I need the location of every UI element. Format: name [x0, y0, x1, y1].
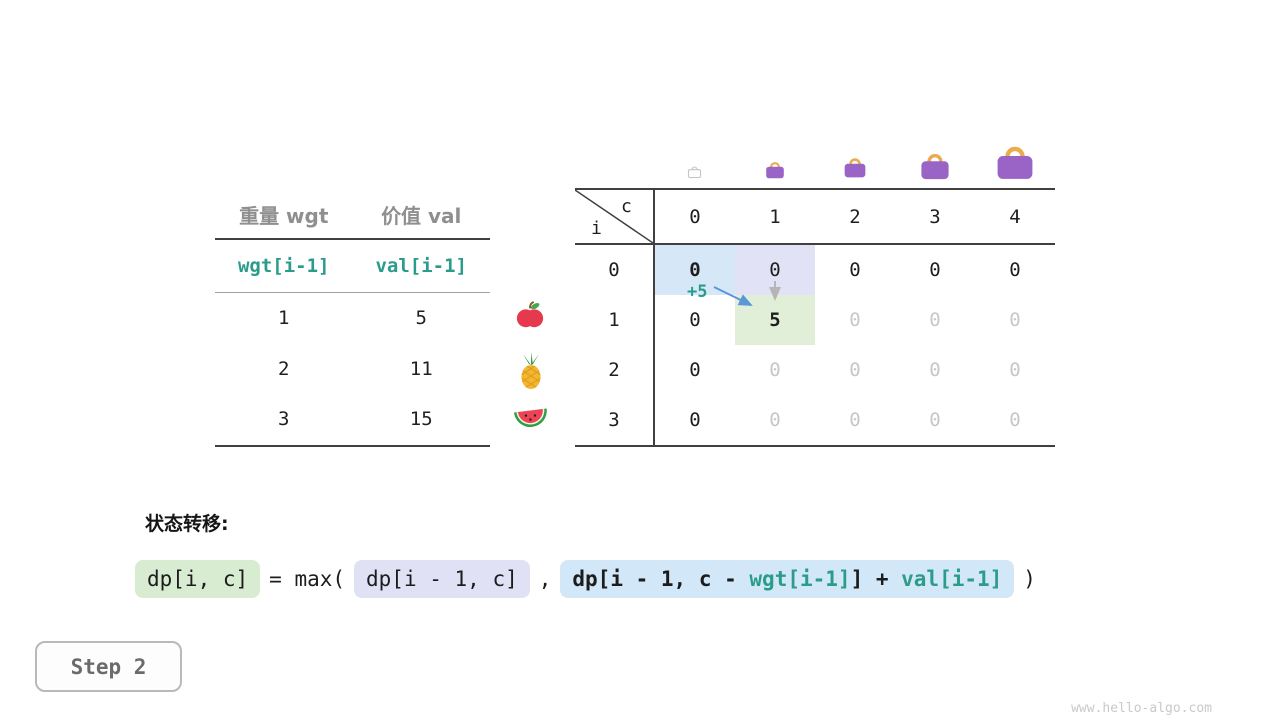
item-value: 11 — [409, 357, 433, 380]
dp-col-header: 2 — [849, 205, 861, 228]
dp-cell: 0 — [689, 409, 701, 431]
col-var-label: c — [621, 196, 632, 217]
formula-eq-max: = max( — [269, 567, 346, 591]
items-table-header-row: 重量 wgt 价值 val — [215, 190, 490, 240]
transfer-heading: 状态转移: — [145, 513, 229, 535]
dp-row: 0 0 0 0 0 0 — [575, 245, 1055, 295]
dp-cell: 0 — [929, 259, 941, 281]
formula-comma: , — [538, 567, 552, 591]
formula-option2-chip: dp[i - 1, c - wgt[i-1]] + val[i-1] — [560, 560, 1015, 598]
formula-close-paren: ) — [1023, 567, 1036, 591]
dp-cell: 0 — [769, 409, 781, 431]
transfer-annotation: +5 — [687, 282, 708, 302]
formula-option1-chip: dp[i - 1, c] — [354, 560, 530, 598]
wgt-var-label: wgt[i-1] — [237, 255, 330, 277]
watermelon-icon — [513, 406, 549, 433]
items-table-row: 1 5 — [215, 293, 490, 344]
items-table-var-row: wgt[i-1] val[i-1] — [215, 240, 490, 293]
apple-icon — [515, 300, 545, 330]
items-table-row: 3 15 — [215, 394, 490, 445]
pineapple-icon — [516, 352, 546, 390]
items-table-header-wgt: 重量 wgt — [239, 203, 329, 228]
dp-col-header: 4 — [1009, 205, 1021, 228]
dp-cell: 0 — [849, 259, 861, 281]
dp-cell: 0 — [689, 309, 701, 331]
dp-row-header: 3 — [575, 395, 655, 445]
dp-cell-current: 5 — [735, 295, 815, 345]
dp-row: 1 0 5 0 0 0 — [575, 295, 1055, 345]
dp-row-header: 1 — [575, 295, 655, 345]
dp-cell: 0 — [1009, 259, 1021, 281]
step-label: Step 2 — [70, 654, 147, 679]
dp-cell: 0 — [1009, 309, 1021, 331]
formula-option2-text: dp[i - 1, c - — [572, 567, 750, 591]
transition-formula: dp[i, c] = max( dp[i - 1, c] , dp[i - 1,… — [135, 560, 1036, 598]
bag-icon-xs — [764, 160, 786, 179]
dp-row: 2 0 0 0 0 0 — [575, 345, 1055, 395]
dp-cell: 0 — [769, 359, 781, 381]
items-table: 重量 wgt 价值 val wgt[i-1] val[i-1] 1 5 2 11… — [215, 190, 490, 447]
formula-wgt-term: wgt[i-1] — [749, 567, 851, 591]
item-value: 15 — [409, 408, 433, 431]
val-var-label: val[i-1] — [375, 255, 467, 277]
items-table-header-val: 价值 val — [381, 203, 462, 228]
dp-row: 3 0 0 0 0 0 — [575, 395, 1055, 445]
watermark: www.hello-algo.com — [1071, 701, 1212, 716]
dp-cell: 0 — [689, 359, 701, 381]
row-var-label: i — [591, 218, 602, 239]
dp-cell: 0 — [849, 409, 861, 431]
dp-table-header-row: c i 0 1 2 3 4 — [574, 189, 1055, 245]
corner-diagonal-line — [574, 189, 654, 244]
dp-cell: 0 — [929, 409, 941, 431]
dp-cell: 0 — [929, 309, 941, 331]
dp-row-header: 0 — [575, 245, 655, 295]
dp-cell: 0 — [1009, 359, 1021, 381]
dp-cell: 0 — [849, 359, 861, 381]
item-weight: 2 — [278, 357, 290, 380]
item-weight: 1 — [278, 307, 290, 330]
bag-icon-sm — [842, 156, 868, 178]
dp-row-header: 2 — [575, 345, 655, 395]
dp-cell: 0 — [849, 309, 861, 331]
bag-icon-md — [918, 151, 952, 180]
dp-cell: 0 — [1009, 409, 1021, 431]
bag-icon-ghost — [687, 165, 702, 179]
dp-col-header: 1 — [769, 205, 781, 228]
dp-table: c i 0 1 2 3 4 0 0 0 0 0 0 1 0 5 0 0 0 2 — [574, 188, 1055, 447]
dp-col-header: 3 — [929, 205, 941, 228]
bag-icon-lg — [993, 143, 1037, 180]
item-value: 5 — [415, 307, 427, 330]
dp-corner-cell: c i — [574, 189, 655, 244]
formula-lhs-chip: dp[i, c] — [135, 560, 261, 598]
formula-val-term: val[i-1] — [901, 567, 1003, 591]
dp-cell-source-above: 0 — [735, 245, 815, 295]
dp-cell: 0 — [929, 359, 941, 381]
dp-col-header: 0 — [689, 205, 701, 228]
step-badge[interactable]: Step 2 — [35, 641, 182, 692]
item-weight: 3 — [278, 408, 290, 431]
items-table-row: 2 11 — [215, 344, 490, 395]
formula-option2-text: ] + — [850, 567, 902, 591]
